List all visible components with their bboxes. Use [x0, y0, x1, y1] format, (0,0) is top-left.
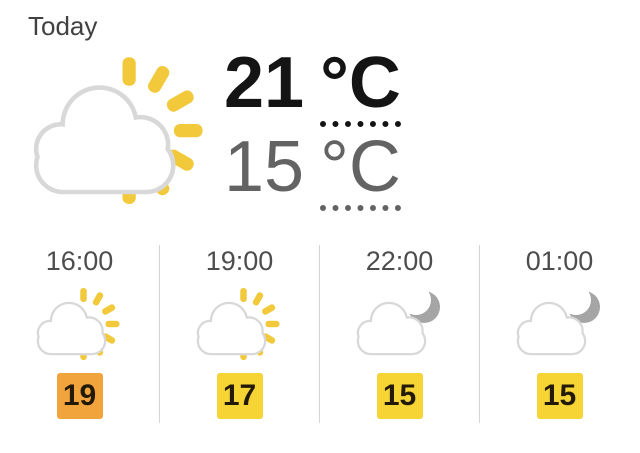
forecast-slot-2200[interactable]: 22:00 15 — [319, 245, 479, 423]
cloud-sun-icon — [20, 43, 224, 206]
temperature-unit: °C — [320, 47, 401, 127]
forecast-slot-1900[interactable]: 19:00 17 — [159, 245, 319, 423]
temperature-badge: 17 — [216, 373, 263, 419]
forecast-slot-0100[interactable]: 01:00 15 — [479, 245, 639, 423]
high-temperature: 21 °C — [224, 43, 401, 127]
cloud-sun-icon — [30, 281, 130, 361]
temperature-unit: °C — [320, 131, 401, 211]
high-temperature-value: 21 — [224, 43, 305, 123]
cloud-moon-icon — [350, 281, 450, 361]
forecast-time: 19:00 — [205, 246, 274, 276]
cloud-sun-icon — [190, 281, 290, 361]
forecast-time: 01:00 — [525, 246, 594, 276]
low-temperature-value: 15 — [224, 127, 305, 207]
weather-widget: Today 21 °C 15 °C 16:00 19 19:00 17 22:00 — [0, 11, 640, 453]
temperature-badge: 15 — [376, 373, 423, 419]
temperature-badge: 19 — [56, 373, 103, 419]
forecast-slot-1600[interactable]: 16:00 19 — [0, 245, 159, 423]
cloud-moon-icon — [510, 281, 610, 361]
temperature-badge: 15 — [536, 373, 583, 419]
low-temperature: 15 °C — [224, 127, 401, 211]
day-title: Today — [28, 11, 98, 41]
forecast-time: 16:00 — [45, 246, 114, 276]
hourly-forecast: 16:00 19 19:00 17 22:00 15 01:00 — [0, 245, 640, 423]
current-conditions: 21 °C 15 °C — [20, 43, 640, 211]
forecast-time: 22:00 — [365, 246, 434, 276]
current-temperatures: 21 °C 15 °C — [224, 43, 401, 211]
